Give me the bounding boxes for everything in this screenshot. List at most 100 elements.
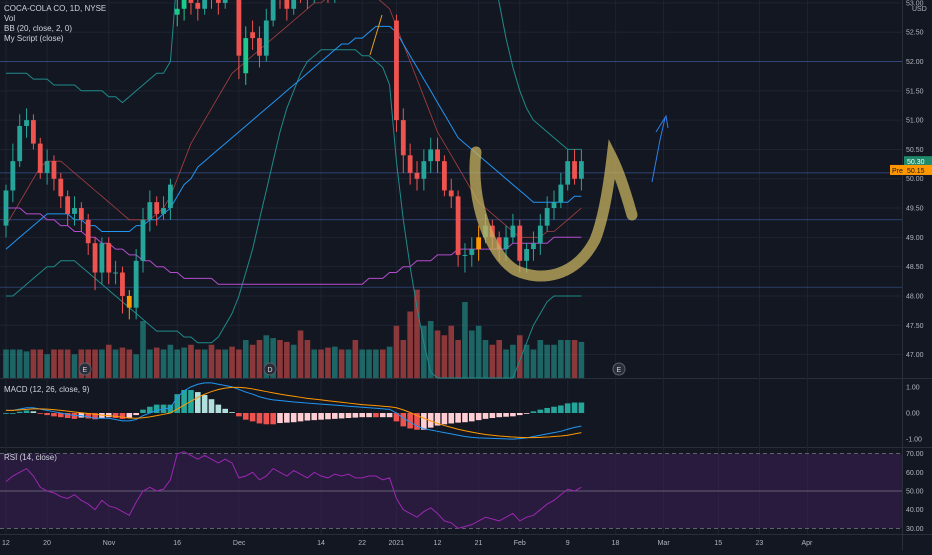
candle-body	[78, 208, 84, 220]
candle-body	[579, 161, 584, 179]
macd-histogram-bar	[462, 413, 468, 423]
volume-bar	[448, 325, 455, 378]
time-axis-label: 22	[358, 540, 366, 547]
volume-bar	[373, 349, 379, 378]
macd-histogram-bar	[229, 412, 235, 413]
rsi-label[interactable]: RSI (14, close)	[4, 453, 57, 462]
candle-body	[448, 190, 454, 197]
candle-body	[85, 219, 91, 244]
macd-histogram-bar	[338, 413, 345, 419]
volume-bar	[23, 351, 30, 378]
time-axis-label: 20	[43, 540, 51, 547]
macd-histogram-bar	[558, 405, 564, 413]
volume-bar	[249, 344, 256, 378]
candle-body	[544, 208, 550, 226]
price-tick-label: 47.00	[906, 352, 924, 359]
symbol-title[interactable]: COCA-COLA CO, 1D, NYSE	[4, 4, 107, 13]
macd-histogram-bar	[325, 413, 331, 420]
volume-bar	[469, 330, 475, 378]
volume-bar	[311, 349, 318, 378]
volume-bar	[140, 321, 146, 378]
candle-body	[10, 161, 16, 191]
candle-body	[222, 0, 228, 3]
candle-body	[113, 272, 118, 274]
macd-histogram-bar	[174, 394, 181, 413]
volume-bar	[496, 340, 502, 378]
volume-bar	[16, 349, 23, 378]
candle-body	[469, 249, 475, 255]
candle-body	[558, 184, 564, 203]
volume-bar	[345, 349, 352, 378]
candle-body	[455, 196, 461, 255]
macd-histogram-bar	[379, 413, 386, 418]
volume-bar	[427, 321, 434, 378]
macd-histogram-bar	[489, 413, 496, 419]
macd-histogram-bar	[249, 413, 256, 422]
volume-bar	[112, 349, 119, 378]
volume-bar	[441, 335, 448, 378]
candle-body	[3, 190, 9, 226]
candle-body	[181, 0, 187, 9]
candle-body	[51, 161, 57, 179]
last-price-tag	[904, 156, 932, 167]
volume-bar	[188, 344, 194, 378]
macd-histogram-bar	[318, 413, 324, 420]
macd-histogram-bar	[236, 413, 242, 417]
event-badge-letter: E	[617, 367, 622, 374]
volume-bar	[366, 349, 372, 378]
volume-bar	[215, 349, 222, 378]
price-tick-label: 48.00	[906, 293, 924, 300]
projection-arrow	[651, 114, 669, 183]
candle-body	[154, 202, 160, 214]
volume-bar	[195, 349, 201, 378]
volume-bar	[558, 340, 564, 378]
bb-legend[interactable]: BB (20, close, 2, 0)	[4, 24, 73, 33]
volume-bar	[71, 354, 78, 378]
candle-body	[394, 20, 399, 121]
time-axis-label: Feb	[514, 540, 526, 547]
volume-bar	[242, 340, 249, 378]
price-tick-label: 51.00	[906, 118, 924, 125]
macd-signal-line	[6, 386, 582, 439]
volume-legend[interactable]: Vol	[4, 14, 16, 23]
candle-body	[270, 0, 276, 21]
candle-body	[168, 184, 173, 209]
macd-histogram-bar	[92, 413, 98, 420]
macd-histogram-bar	[523, 413, 530, 414]
volume-bar	[482, 340, 489, 378]
price-tick-label: 52.50	[906, 30, 924, 37]
macd-histogram-bar	[564, 403, 571, 413]
volume-bar	[105, 344, 112, 378]
candle-body	[37, 143, 43, 173]
macd-histogram-bar	[126, 413, 133, 418]
macd-histogram-bar	[551, 406, 557, 413]
macd-histogram-bar	[64, 413, 71, 419]
candle-body	[496, 237, 502, 250]
candle-body	[65, 196, 71, 214]
volume-bar	[571, 340, 578, 378]
macd-histogram-bar	[270, 413, 276, 425]
macd-histogram-bar	[195, 392, 201, 413]
price-tick-label: 50.00	[906, 176, 924, 183]
chart-legend: COCA-COLA CO, 1D, NYSE Vol BB (20, close…	[4, 4, 106, 44]
macd-histogram-bar	[393, 413, 400, 422]
time-axis-label: 23	[756, 540, 764, 547]
candle-body	[476, 237, 482, 250]
volume-bar	[99, 349, 105, 378]
macd-histogram-bar	[475, 413, 482, 421]
macd-label[interactable]: MACD (12, 26, close, 9)	[4, 385, 90, 394]
macd-histogram-bar	[482, 413, 489, 419]
time-axis-label: 12	[434, 540, 442, 547]
macd-histogram-bar	[167, 404, 174, 413]
time-axis-label: Nov	[103, 540, 116, 547]
macd-histogram-bar	[441, 413, 448, 425]
macd-histogram-bar	[44, 413, 50, 416]
volume-bar	[386, 346, 393, 378]
candle-body	[414, 172, 420, 179]
volume-bar	[222, 349, 228, 378]
volume-bar	[530, 349, 537, 378]
script-legend[interactable]: My Script (close)	[4, 34, 64, 43]
candle-body	[572, 161, 577, 179]
